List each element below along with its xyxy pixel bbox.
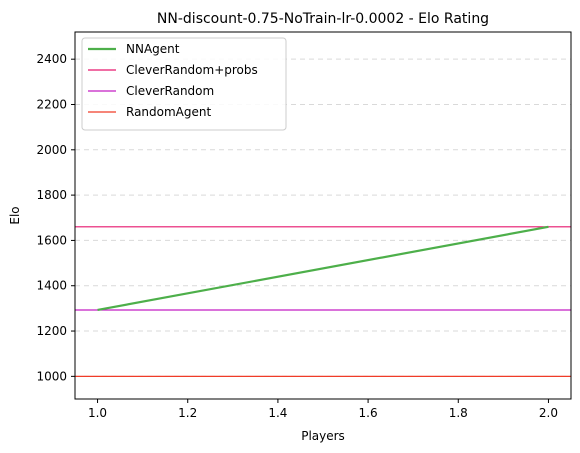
y-tick-label: 1000: [36, 369, 67, 383]
legend-label: RandomAgent: [126, 105, 211, 119]
y-axis-label: Elo: [8, 206, 22, 224]
series-line: [97, 225, 549, 312]
x-tick-label: 1.0: [88, 406, 107, 420]
x-tick-label: 1.4: [268, 406, 287, 420]
y-tick-label: 1600: [36, 233, 67, 247]
y-tick-label: 2400: [36, 52, 67, 66]
x-tick-label: 1.6: [359, 406, 378, 420]
x-axis-label: Players: [301, 429, 345, 443]
legend-label: CleverRandom: [126, 84, 214, 98]
x-tick-label: 2.0: [539, 406, 558, 420]
plot-frame: [74, 31, 572, 400]
series-lines: [97, 225, 549, 312]
x-axis-ticks: 1.0 1.2 1.4 1.6 1.8 2.0: [88, 399, 558, 420]
y-tick-label: 1200: [36, 324, 67, 338]
y-tick-label: 1400: [36, 279, 67, 293]
legend-box: [81, 37, 287, 131]
x-tick-label: 1.2: [178, 406, 197, 420]
y-tick-label: 2000: [36, 143, 67, 157]
reference-lines: [75, 226, 571, 377]
chart-title: NN-discount-0.75-NoTrain-lr-0.0002 - Elo…: [157, 11, 489, 27]
legend: NNAgent CleverRandom+probs CleverRandom Ran…: [81, 37, 287, 131]
legend-label: NNAgent: [126, 42, 180, 56]
x-tick-label: 1.8: [449, 406, 468, 420]
y-axis-ticks: 1000 1200 1400 1600 1800 2000 2200 2400: [36, 52, 75, 383]
y-tick-label: 1800: [36, 188, 67, 202]
y-tick-label: 2200: [36, 97, 67, 111]
legend-label: CleverRandom+probs: [126, 63, 258, 77]
